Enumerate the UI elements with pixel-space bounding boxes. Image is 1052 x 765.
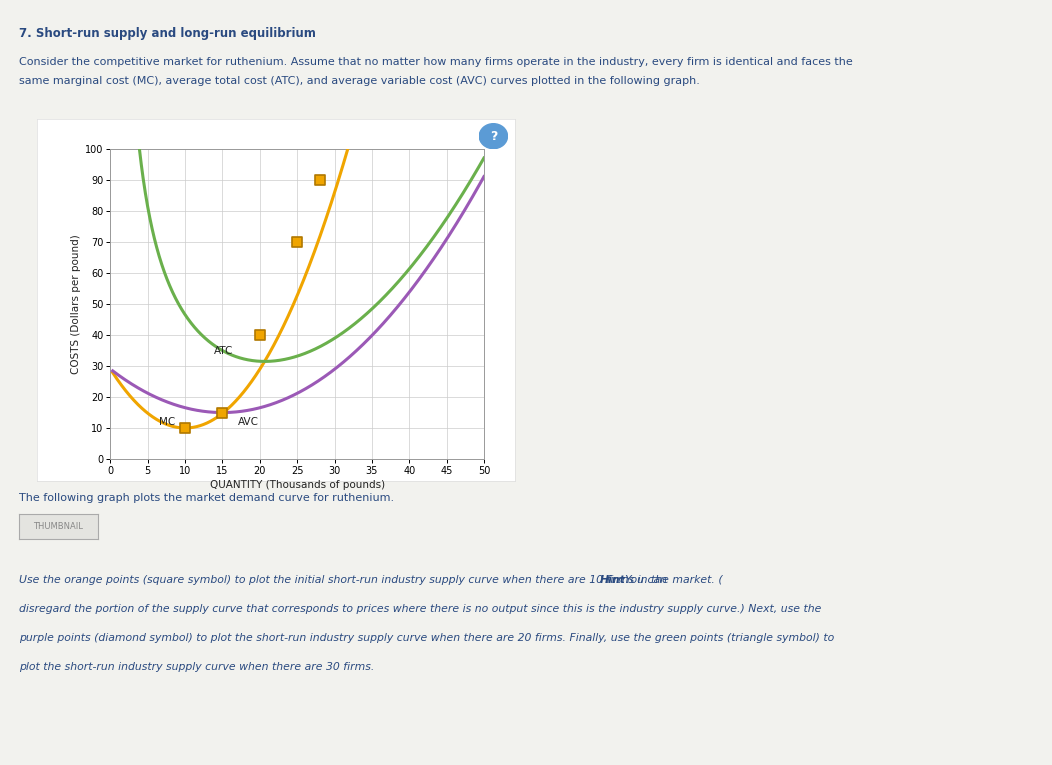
Point [177,422,194,435]
Text: ?: ? [489,130,498,143]
Text: THUMBNAIL: THUMBNAIL [34,522,83,531]
Text: Use the orange points (square symbol) to plot the initial short-run industry sup: Use the orange points (square symbol) to… [19,575,723,585]
Text: : You can: : You can [619,575,667,585]
Text: Hint: Hint [600,575,626,585]
Text: Consider the competitive market for ruthenium. Assume that no matter how many fi: Consider the competitive market for ruth… [19,57,853,67]
Circle shape [480,124,507,148]
Y-axis label: COSTS (Dollars per pound): COSTS (Dollars per pound) [70,234,81,374]
X-axis label: QUANTITY (Thousands of pounds): QUANTITY (Thousands of pounds) [209,480,385,490]
Text: AVC: AVC [238,417,259,427]
Text: MC: MC [159,417,176,427]
Point [288,236,305,248]
Text: ATC: ATC [214,346,232,356]
Text: 7. Short-run supply and long-run equilibrium: 7. Short-run supply and long-run equilib… [19,27,316,40]
Text: disregard the portion of the supply curve that corresponds to prices where there: disregard the portion of the supply curv… [19,604,822,614]
Point [251,329,268,341]
Text: The following graph plots the market demand curve for ruthenium.: The following graph plots the market dem… [19,493,394,503]
Point [215,406,231,418]
Point [311,174,328,187]
Text: plot the short-run industry supply curve when there are 30 firms.: plot the short-run industry supply curve… [19,662,375,672]
Text: purple points (diamond symbol) to plot the short-run industry supply curve when : purple points (diamond symbol) to plot t… [19,633,834,643]
Text: same marginal cost (MC), average total cost (ATC), and average variable cost (AV: same marginal cost (MC), average total c… [19,76,700,86]
